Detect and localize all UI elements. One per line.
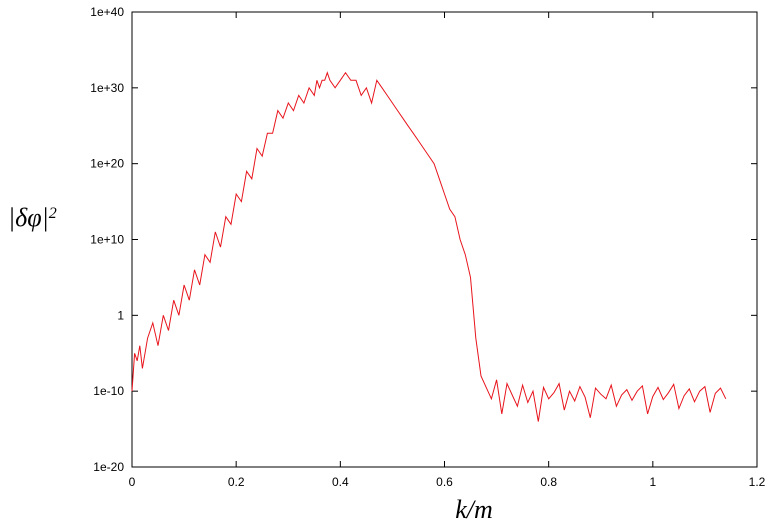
- axis-ticks: [131, 11, 758, 468]
- x-tick-label: 0.2: [228, 475, 245, 489]
- x-tick-label: 0.8: [540, 475, 557, 489]
- y-tick-label: 1e+10: [90, 233, 124, 247]
- series-line: [131, 71, 727, 422]
- x-axis-title: k/m: [455, 495, 493, 524]
- y-tick-label: 1: [117, 308, 124, 322]
- y-axis-title-exponent: 2: [49, 205, 57, 222]
- y-axis-title: |δφ|2: [8, 203, 57, 232]
- y-tick-label: 1e+30: [90, 81, 124, 95]
- y-tick-label: 1e+20: [90, 157, 124, 171]
- y-tick-label: 1e-20: [93, 460, 124, 474]
- tick-labels: 0 0.2 0.4 0.6 0.8 1 1.2 1e-20 1e-10 1 1e+10 1e+20 1e…: [90, 5, 765, 489]
- x-tick-label: 1.2: [749, 475, 766, 489]
- x-tick-label: 1: [649, 475, 656, 489]
- x-tick-label: 0: [129, 475, 136, 489]
- x-tick-label: 0.4: [332, 475, 349, 489]
- y-tick-label: 1e-10: [93, 384, 124, 398]
- y-tick-label: 1e+40: [90, 5, 124, 19]
- x-tick-label: 0.6: [436, 475, 453, 489]
